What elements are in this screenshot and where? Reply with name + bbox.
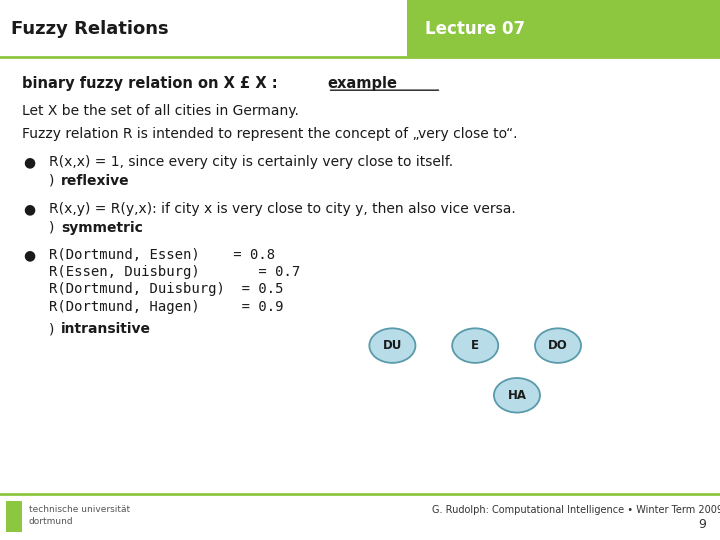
Circle shape: [452, 328, 498, 363]
Text: DO: DO: [548, 339, 568, 352]
Text: R(x,y) = R(y,x): if city x is very close to city y, then also vice versa.: R(x,y) = R(y,x): if city x is very close…: [49, 202, 516, 216]
Circle shape: [535, 328, 581, 363]
Text: ●: ●: [23, 155, 35, 169]
Text: G. Rudolph: Computational Intelligence • Winter Term 2009/10: G. Rudolph: Computational Intelligence •…: [432, 505, 720, 515]
Text: Lecture 07: Lecture 07: [425, 19, 525, 38]
Text: symmetric: symmetric: [61, 221, 143, 235]
Text: dortmund: dortmund: [29, 517, 73, 525]
Text: R(Dortmund, Hagen)     = 0.9: R(Dortmund, Hagen) = 0.9: [49, 300, 284, 314]
Text: binary fuzzy relation on X £ X :: binary fuzzy relation on X £ X :: [22, 76, 282, 91]
Text: ●: ●: [23, 202, 35, 216]
Text: E: E: [471, 339, 480, 352]
Circle shape: [369, 328, 415, 363]
Text: 9: 9: [698, 518, 706, 531]
Text: R(Essen, Duisburg)       = 0.7: R(Essen, Duisburg) = 0.7: [49, 265, 300, 279]
Text: HA: HA: [508, 389, 526, 402]
Text: R(Dortmund, Duisburg)  = 0.5: R(Dortmund, Duisburg) = 0.5: [49, 282, 284, 296]
Circle shape: [494, 378, 540, 413]
Text: reflexive: reflexive: [61, 174, 130, 188]
FancyBboxPatch shape: [0, 0, 720, 57]
Text: technische universität: technische universität: [29, 505, 130, 514]
FancyBboxPatch shape: [407, 0, 720, 57]
Text: R(Dortmund, Essen)    = 0.8: R(Dortmund, Essen) = 0.8: [49, 248, 275, 262]
Text: ): ): [49, 174, 59, 188]
Text: example: example: [328, 76, 397, 91]
Text: Let X be the set of all cities in Germany.: Let X be the set of all cities in German…: [22, 104, 299, 118]
FancyBboxPatch shape: [6, 501, 22, 532]
Text: DU: DU: [383, 339, 402, 352]
Text: intransitive: intransitive: [61, 322, 151, 336]
Text: R(x,x) = 1, since every city is certainly very close to itself.: R(x,x) = 1, since every city is certainl…: [49, 155, 453, 169]
Text: Fuzzy Relations: Fuzzy Relations: [11, 19, 168, 38]
Text: ●: ●: [23, 248, 35, 262]
Text: ): ): [49, 322, 59, 336]
Text: ): ): [49, 221, 59, 235]
Text: Fuzzy relation R is intended to represent the concept of „very close to“.: Fuzzy relation R is intended to represen…: [22, 127, 517, 141]
